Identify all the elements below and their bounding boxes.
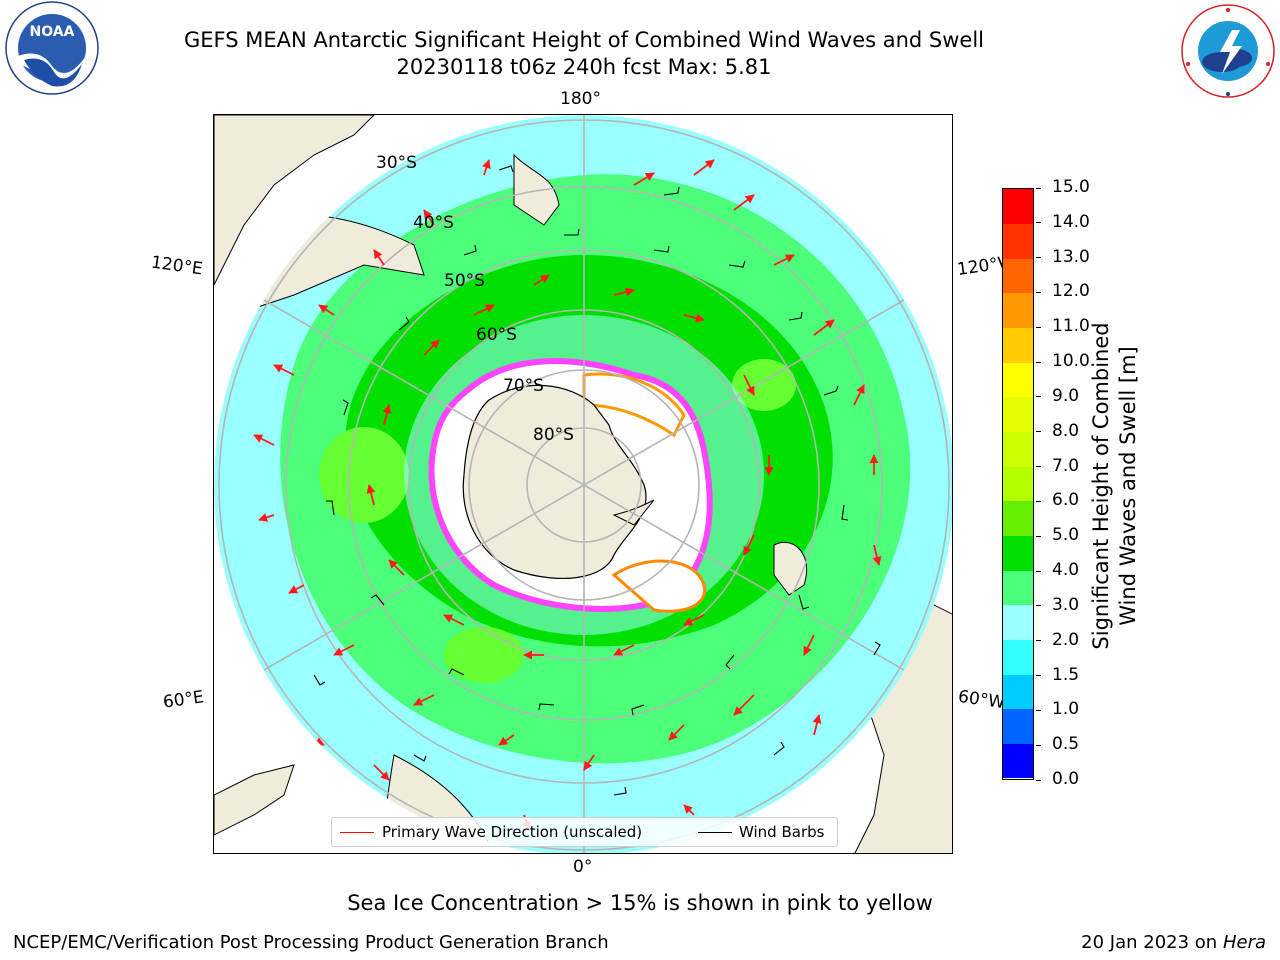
footer-machine: Hera — [1222, 932, 1266, 953]
nws-logo — [1181, 4, 1275, 98]
lon-label-60w: 60°W — [956, 686, 1007, 714]
map-panel — [213, 114, 953, 854]
map-legend: Primary Wave Direction (unscaled) Wind B… — [331, 817, 838, 847]
colorbar-tick-mark — [1036, 640, 1041, 642]
colorbar-segment — [1003, 327, 1033, 363]
colorbar-tick-mark — [1036, 500, 1041, 502]
colorbar-segment — [1003, 362, 1033, 398]
colorbar-tick-mark — [1036, 709, 1041, 711]
lat-label-70s: 70°S — [503, 376, 544, 396]
polar-map — [214, 115, 952, 853]
lon-label-0: 0° — [573, 857, 593, 877]
colorbar-tick-label: 4.0 — [1052, 560, 1080, 581]
colorbar-tick-label: 0.5 — [1052, 734, 1080, 755]
footer-timestamp: 20 Jan 2023 on Hera — [1081, 932, 1266, 953]
colorbar-tick-mark — [1036, 675, 1041, 677]
colorbar-tick-mark — [1036, 187, 1041, 189]
lat-label-50s: 50°S — [444, 271, 485, 291]
colorbar-tick-mark — [1036, 431, 1041, 433]
colorbar-tick-label: 6.0 — [1052, 490, 1080, 511]
colorbar-tick-label: 1.5 — [1052, 664, 1080, 685]
legend-swatch-wave-direction — [340, 832, 374, 833]
colorbar-segment — [1003, 189, 1033, 225]
legend-label-wave-direction: Primary Wave Direction (unscaled) — [382, 823, 643, 841]
lon-label-180: 180° — [560, 89, 601, 109]
legend-swatch-wind-barbs — [698, 832, 732, 833]
colorbar-tick-label: 12.0 — [1052, 281, 1090, 302]
colorbar — [1002, 188, 1034, 780]
antarctica — [462, 384, 647, 580]
colorbar-segment — [1003, 292, 1033, 329]
colorbar-segment — [1003, 466, 1033, 502]
colorbar-tick-mark — [1036, 605, 1041, 607]
colorbar-tick-label: 14.0 — [1052, 211, 1090, 232]
noaa-logo: NOAA — [5, 1, 99, 95]
lon-label-120e: 120°E — [149, 252, 204, 280]
colorbar-segment — [1003, 570, 1033, 606]
colorbar-tick-label: 5.0 — [1052, 525, 1080, 546]
sea-ice-note: Sea Ice Concentration > 15% is shown in … — [347, 891, 933, 915]
colorbar-tick-mark — [1036, 396, 1041, 398]
colorbar-tick-label: 0.0 — [1052, 769, 1080, 789]
colorbar-tick-label: 3.0 — [1052, 594, 1080, 615]
colorbar-title: Significant Height of Combined Wind Wave… — [1088, 322, 1142, 649]
colorbar-segment — [1003, 535, 1033, 571]
colorbar-segment — [1003, 500, 1033, 536]
lon-label-60e: 60°E — [161, 687, 206, 713]
colorbar-tick-label: 2.0 — [1052, 629, 1080, 650]
lat-label-80s: 80°S — [533, 425, 574, 445]
colorbar-segment — [1003, 604, 1033, 640]
chart-title: GEFS MEAN Antarctic Significant Height o… — [183, 28, 985, 52]
colorbar-tick-mark — [1036, 535, 1041, 537]
wave-peak-west — [319, 427, 409, 523]
colorbar-tick-mark — [1036, 326, 1041, 328]
colorbar-segment — [1003, 223, 1033, 259]
graticule — [218, 115, 950, 853]
footer-date: 20 Jan 2023 on — [1081, 932, 1223, 953]
colorbar-tick-label: 11.0 — [1052, 316, 1090, 337]
colorbar-segment — [1003, 708, 1033, 744]
colorbar-tick-label: 8.0 — [1052, 420, 1080, 441]
colorbar-tick-mark — [1036, 466, 1041, 468]
colorbar-tick-label: 13.0 — [1052, 246, 1090, 267]
colorbar-segment — [1003, 639, 1033, 675]
colorbar-segment — [1003, 743, 1033, 779]
colorbar-tick-mark — [1036, 361, 1041, 363]
colorbar-tick-label: 9.0 — [1052, 385, 1080, 406]
lat-label-60s: 60°S — [476, 325, 517, 345]
noaa-logo-text: NOAA — [30, 24, 75, 40]
colorbar-tick-mark — [1036, 222, 1041, 224]
lat-label-30s: 30°S — [376, 153, 417, 173]
colorbar-segment — [1003, 674, 1033, 710]
sea-ice-weddell — [611, 559, 707, 613]
colorbar-segment — [1003, 431, 1033, 467]
wind-barbs — [313, 165, 881, 796]
colorbar-tick-mark — [1036, 291, 1041, 293]
colorbar-tick-mark — [1036, 744, 1041, 746]
colorbar-tick-label: 7.0 — [1052, 455, 1080, 476]
colorbar-tick-mark — [1036, 570, 1041, 572]
colorbar-tick-label: 15.0 — [1052, 177, 1090, 197]
colorbar-title-line1: Significant Height of Combined — [1089, 322, 1113, 650]
lat-label-40s: 40°S — [413, 213, 454, 233]
colorbar-segment — [1003, 258, 1033, 294]
legend-label-wind-barbs: Wind Barbs — [739, 823, 825, 841]
chart-subtitle: 20230118 t06z 240h fcst Max: 5.81 — [396, 55, 772, 79]
colorbar-segment — [1003, 396, 1033, 433]
colorbar-tick-label: 1.0 — [1052, 699, 1080, 720]
wave-peak-south — [444, 627, 524, 683]
colorbar-tick-mark — [1036, 779, 1041, 781]
footer-credit: NCEP/EMC/Verification Post Processing Pr… — [13, 932, 609, 953]
colorbar-tick-label: 10.0 — [1052, 351, 1090, 372]
colorbar-tick-mark — [1036, 257, 1041, 259]
colorbar-title-line2: Wind Waves and Swell [m] — [1116, 346, 1140, 626]
